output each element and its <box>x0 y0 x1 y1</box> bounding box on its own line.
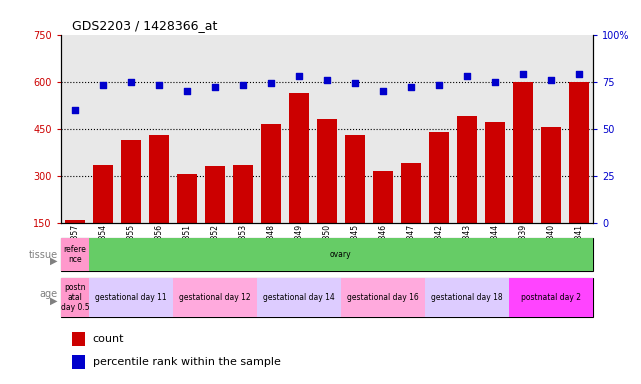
Bar <box>457 116 477 270</box>
Bar <box>177 174 197 270</box>
Point <box>490 79 500 85</box>
Point <box>378 88 388 94</box>
Bar <box>401 163 420 270</box>
Text: gestational day 16: gestational day 16 <box>347 293 419 302</box>
Point <box>238 82 248 88</box>
Text: ▶: ▶ <box>50 295 58 305</box>
Bar <box>345 135 365 270</box>
Point <box>574 71 584 77</box>
Bar <box>317 119 337 270</box>
Text: count: count <box>93 334 124 344</box>
Point <box>154 82 164 88</box>
Point <box>294 73 304 79</box>
Bar <box>72 332 85 346</box>
Bar <box>373 171 393 270</box>
Point <box>462 73 472 79</box>
Bar <box>569 82 588 270</box>
Text: gestational day 12: gestational day 12 <box>179 293 251 302</box>
Text: postnatal day 2: postnatal day 2 <box>521 293 581 302</box>
Bar <box>61 278 89 317</box>
Point <box>406 84 416 90</box>
Point <box>322 77 332 83</box>
Bar <box>121 140 141 270</box>
Bar <box>205 166 225 270</box>
Bar <box>429 132 449 270</box>
Point <box>518 71 528 77</box>
Bar <box>509 278 593 317</box>
Bar <box>233 165 253 270</box>
Text: ovary: ovary <box>330 250 352 259</box>
Bar <box>65 220 85 270</box>
Text: tissue: tissue <box>29 250 58 260</box>
Point <box>434 82 444 88</box>
Text: gestational day 18: gestational day 18 <box>431 293 503 302</box>
Bar <box>257 278 341 317</box>
Bar <box>513 82 533 270</box>
Text: age: age <box>40 289 58 299</box>
Bar <box>289 93 309 270</box>
Bar <box>261 124 281 270</box>
Text: gestational day 11: gestational day 11 <box>95 293 167 302</box>
Bar <box>61 238 89 271</box>
Text: ▶: ▶ <box>50 256 58 266</box>
Text: percentile rank within the sample: percentile rank within the sample <box>93 357 281 367</box>
Text: GDS2203 / 1428366_at: GDS2203 / 1428366_at <box>72 19 217 32</box>
Bar <box>93 165 113 270</box>
Bar <box>541 127 561 270</box>
Point <box>98 82 108 88</box>
Point <box>210 84 220 90</box>
Point <box>266 80 276 86</box>
Text: postn
atal
day 0.5: postn atal day 0.5 <box>61 283 89 313</box>
Point <box>126 79 136 85</box>
Bar <box>425 278 509 317</box>
Point <box>70 107 80 113</box>
Bar <box>72 355 85 369</box>
Bar <box>89 278 173 317</box>
Text: refere
nce: refere nce <box>63 245 87 264</box>
Text: gestational day 14: gestational day 14 <box>263 293 335 302</box>
Point <box>350 80 360 86</box>
Point <box>182 88 192 94</box>
Bar <box>149 135 169 270</box>
Bar <box>485 122 504 270</box>
Bar <box>341 278 425 317</box>
Bar <box>173 278 257 317</box>
Point <box>545 77 556 83</box>
